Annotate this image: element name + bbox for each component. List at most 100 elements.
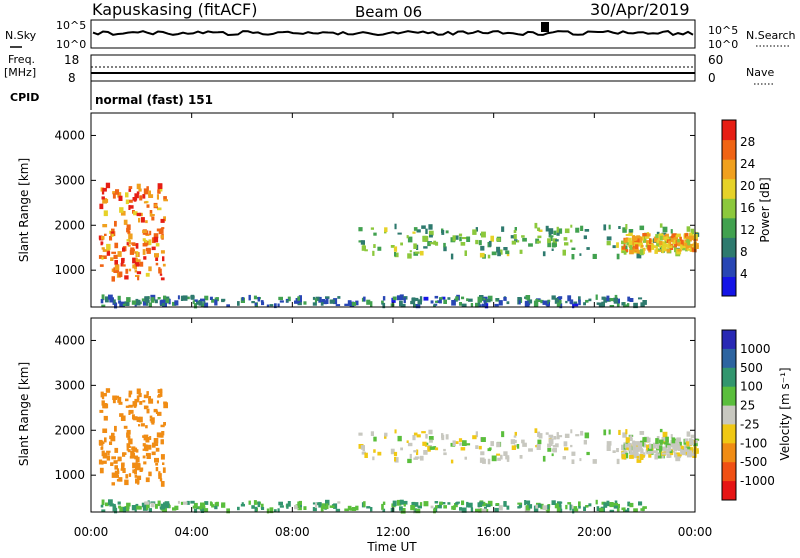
echo-cell xyxy=(629,502,634,508)
echo-cell xyxy=(123,219,128,225)
echo-cell xyxy=(503,451,508,456)
echo-cell xyxy=(684,233,689,238)
colorbar-tick-label: 25 xyxy=(740,399,755,413)
echo-cell xyxy=(396,295,402,301)
colorbar-segment xyxy=(722,276,736,297)
echo-cell xyxy=(606,240,611,246)
echo-cell xyxy=(135,449,139,453)
echo-cell xyxy=(649,244,655,250)
echo-cell xyxy=(625,429,628,435)
echo-cell xyxy=(640,244,644,248)
echo-cell xyxy=(500,454,503,460)
echo-cell xyxy=(642,238,647,243)
echo-cell xyxy=(689,235,694,241)
echo-cell xyxy=(455,296,459,301)
echo-cell xyxy=(548,228,554,235)
echo-cell xyxy=(143,201,148,204)
echo-cell xyxy=(506,252,510,257)
echo-cell xyxy=(143,394,149,399)
echo-cell xyxy=(248,500,251,505)
echo-cell xyxy=(157,389,163,394)
cpid-label: CPID xyxy=(10,91,39,104)
echo-cell xyxy=(133,211,138,216)
echo-cell xyxy=(416,434,421,438)
echo-cell xyxy=(452,235,456,242)
echo-cell xyxy=(200,502,205,508)
echo-cell xyxy=(126,432,130,438)
echo-cell xyxy=(588,503,592,507)
echo-cell xyxy=(624,304,628,308)
echo-cell xyxy=(603,502,608,508)
echo-cell xyxy=(497,457,501,461)
echo-cell xyxy=(564,433,570,438)
echo-cell xyxy=(618,429,621,435)
echo-cell xyxy=(629,298,634,302)
echo-cell xyxy=(154,457,159,463)
echo-cell xyxy=(104,233,107,236)
echo-cell xyxy=(278,501,283,506)
echo-cell xyxy=(193,502,198,509)
echo-cell xyxy=(622,432,627,438)
echo-cell xyxy=(126,297,131,303)
echo-cell xyxy=(571,451,576,456)
echo-cell xyxy=(468,502,473,508)
echo-cell xyxy=(694,438,700,441)
colorbar-segment xyxy=(722,462,736,482)
echo-cell xyxy=(556,302,561,308)
echo-cell xyxy=(578,501,581,507)
colorbar-segment xyxy=(722,367,736,388)
echo-cell xyxy=(124,275,129,280)
echo-cell xyxy=(101,499,105,506)
echo-cell xyxy=(621,248,625,253)
echo-cell xyxy=(186,296,190,300)
echo-cell xyxy=(429,439,433,443)
echo-cell xyxy=(101,461,104,465)
echo-cell xyxy=(214,299,218,306)
echo-cell xyxy=(547,242,552,248)
echo-cell xyxy=(314,298,318,303)
echo-cell xyxy=(496,237,501,242)
echo-cell xyxy=(153,236,159,243)
echo-cell xyxy=(450,459,454,464)
range-tick-label: 3000 xyxy=(54,378,85,392)
echo-cell xyxy=(297,504,301,509)
freq-label-1: Freq. xyxy=(8,53,35,66)
echo-cell xyxy=(621,444,626,450)
echo-cell xyxy=(413,432,418,436)
echo-cell xyxy=(123,425,128,429)
echo-cell xyxy=(693,448,699,454)
echo-cell xyxy=(101,255,107,259)
echo-cell xyxy=(621,302,625,306)
echo-cell xyxy=(158,473,162,479)
echo-cell xyxy=(585,505,589,508)
echo-cell xyxy=(135,259,141,263)
echo-cell xyxy=(110,231,114,234)
echo-cell xyxy=(180,295,183,301)
echo-cell xyxy=(419,502,423,506)
echo-cell xyxy=(634,248,639,252)
echo-cell xyxy=(639,225,645,231)
echo-cell xyxy=(580,430,584,436)
echo-cell xyxy=(190,500,195,504)
echo-cell xyxy=(148,190,151,197)
echo-cell xyxy=(487,254,491,259)
echo-cell xyxy=(138,392,142,398)
echo-cell xyxy=(583,506,586,511)
echo-cell xyxy=(537,227,541,231)
colorbar-segment xyxy=(722,139,736,160)
echo-cell xyxy=(571,254,575,260)
echo-cell xyxy=(393,246,398,252)
echo-cell xyxy=(144,296,150,301)
echo-cell xyxy=(483,296,488,303)
echo-cell xyxy=(143,256,147,260)
echo-cell xyxy=(609,305,615,308)
echo-cell xyxy=(286,503,289,509)
echo-cell xyxy=(656,443,661,450)
echo-cell xyxy=(261,507,265,510)
echo-cell xyxy=(377,451,382,456)
echo-cell xyxy=(475,445,479,449)
echo-cell xyxy=(400,508,406,514)
echo-cell xyxy=(105,182,111,189)
echo-cell xyxy=(384,432,388,437)
echo-cell xyxy=(646,444,651,451)
